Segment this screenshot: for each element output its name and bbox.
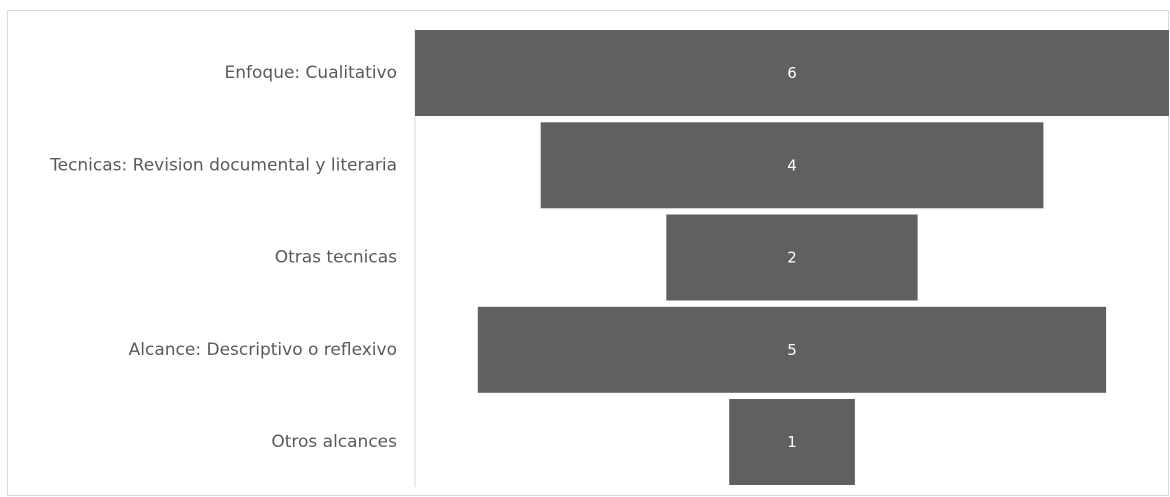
category-labels: Enfoque: Cualitativo Tecnicas: Revision d…	[49, 63, 397, 452]
category-label-1: Enfoque: Cualitativo	[225, 63, 398, 83]
bar-3	[666, 214, 918, 301]
value-label-1: 6	[787, 64, 797, 82]
bar-4	[477, 306, 1107, 393]
category-label-5: Otros alcances	[271, 432, 397, 452]
category-label-2: Tecnicas: Revision documental y literari…	[49, 155, 397, 175]
category-label-3: Otras tecnicas	[275, 248, 397, 268]
bar-5	[729, 399, 855, 485]
value-labels: 6 4 2 5 1	[787, 64, 797, 451]
value-label-4: 5	[787, 341, 797, 359]
value-label-5: 1	[787, 433, 797, 451]
category-label-4: Alcance: Descriptivo o reflexivo	[129, 340, 397, 360]
value-label-2: 4	[787, 156, 797, 174]
value-label-3: 2	[787, 249, 797, 267]
bars-layer	[415, 30, 1169, 485]
bar-1	[415, 30, 1169, 116]
bar-2	[540, 122, 1044, 209]
